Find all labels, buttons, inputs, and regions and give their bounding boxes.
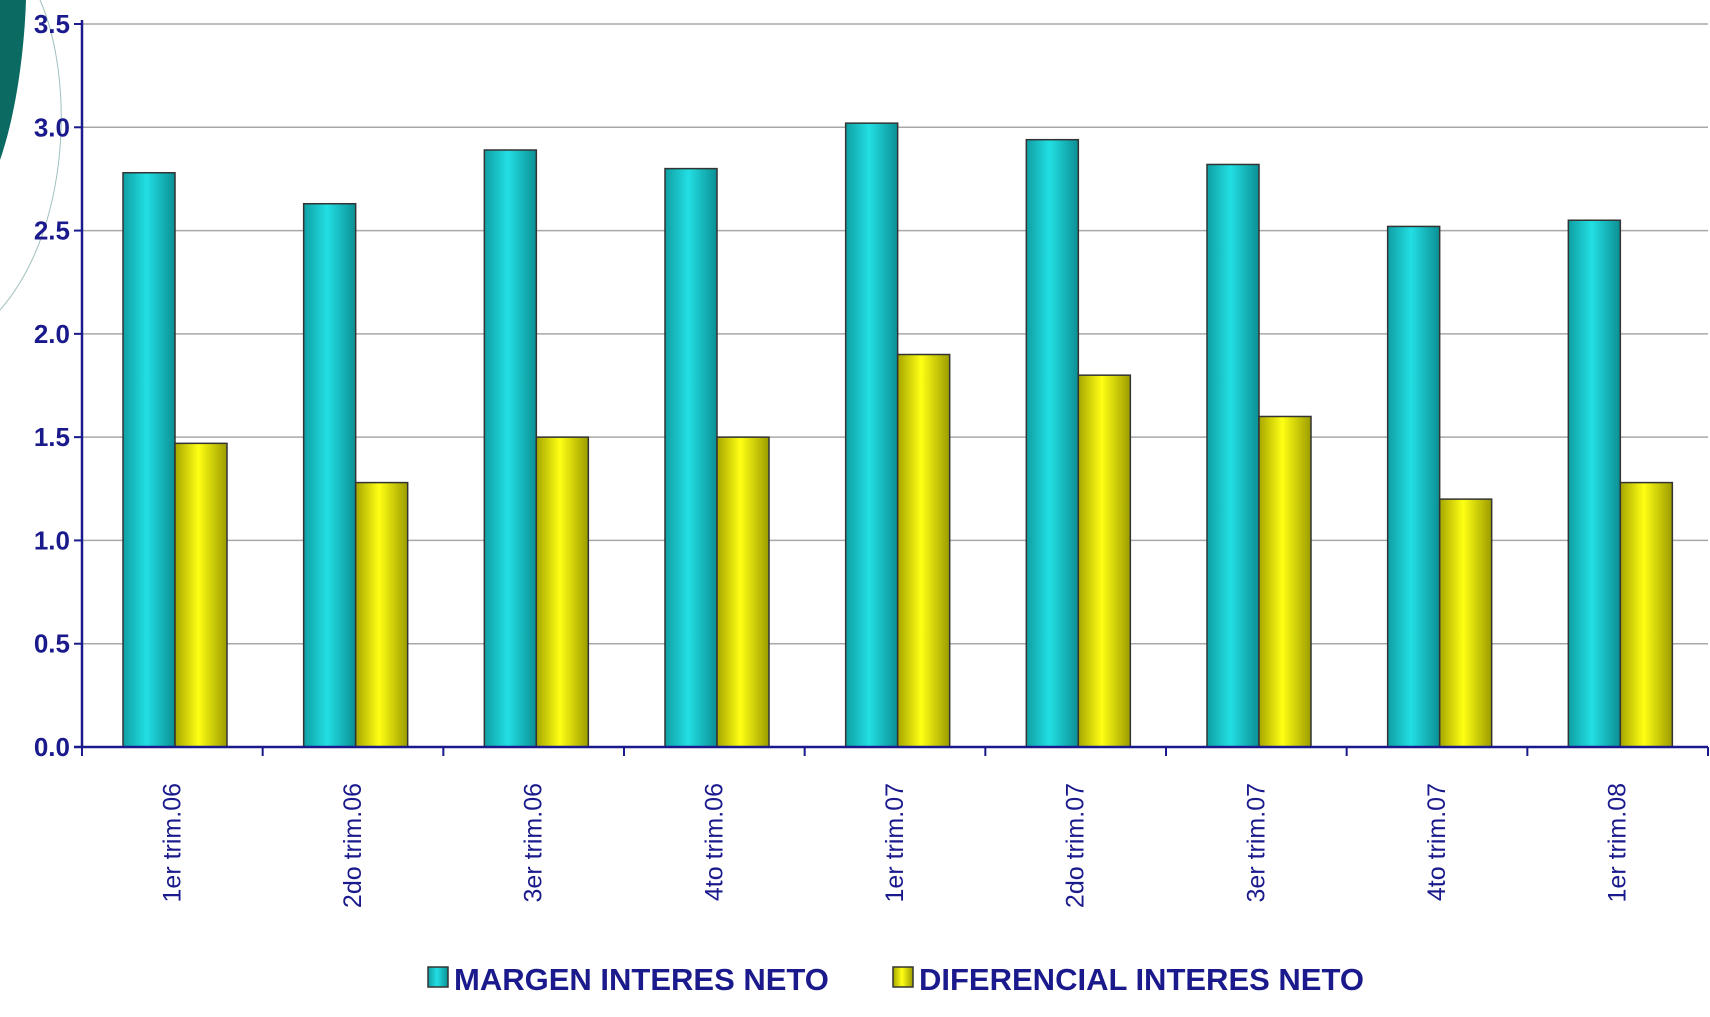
x-tick-label: 1er trim.08 (1604, 783, 1632, 902)
y-tick-label: 3.0 (34, 112, 70, 142)
y-tick-label: 1.5 (34, 422, 70, 452)
x-tick-label: 1er trim.06 (158, 783, 186, 902)
bar-diferencial (1438, 498, 1493, 748)
bar-margen (844, 122, 899, 748)
x-tick-labels: 1er trim.06 2do trim.06 3er trim.06 4to tri… (158, 783, 1631, 908)
axes (74, 20, 1709, 756)
y-tick-label: 0.5 (34, 629, 70, 659)
x-tick-label: 3er trim.07 (1242, 783, 1270, 902)
bar-diferencial (174, 442, 228, 748)
bar-margen (1025, 138, 1080, 748)
y-tick-label: 0.0 (34, 732, 70, 762)
x-tick-label: 4to trim.07 (1423, 783, 1451, 901)
x-tick-label: 4to trim.06 (700, 783, 728, 901)
bar-diferencial (1258, 415, 1312, 748)
legend-label-margen: MARGEN INTERES NETO (454, 962, 829, 997)
x-tick-label: 1er trim.07 (881, 783, 909, 902)
y-tick-label: 2.5 (34, 216, 70, 246)
bar-margen (302, 202, 357, 748)
y-tick-label: 2.0 (34, 319, 70, 349)
x-tick-label: 2do trim.06 (339, 783, 367, 908)
x-tick-label: 2do trim.07 (1062, 783, 1090, 908)
bars (122, 122, 1674, 748)
bar-margen (483, 149, 538, 748)
bar-diferencial (1077, 374, 1132, 748)
bar-diferencial (1619, 481, 1674, 748)
bar-margen (664, 167, 718, 748)
legend-swatch-margen (427, 966, 449, 988)
bar-diferencial (535, 436, 590, 748)
bar-margen (1567, 219, 1622, 748)
legend-swatch-diferencial (892, 966, 914, 988)
bar-diferencial (896, 353, 951, 748)
y-tick-labels: 0.0 0.5 1.0 1.5 2.0 2.5 3.0 3.5 (34, 9, 70, 762)
legend-label-diferencial: DIFERENCIAL INTERES NETO (919, 962, 1364, 997)
x-tick-label: 3er trim.06 (520, 783, 548, 902)
bar-margen (1206, 163, 1260, 748)
legend: MARGEN INTERES NETO DIFERENCIAL INTERES N… (427, 962, 1364, 997)
decorative-teal-shape (0, 0, 26, 160)
bar-margen (122, 171, 176, 748)
decorative-arc (0, 0, 62, 311)
bar-diferencial (716, 436, 770, 748)
y-tick-label: 1.0 (34, 525, 70, 555)
y-tick-label: 3.5 (34, 9, 70, 39)
bar-diferencial (354, 481, 409, 748)
bar-margen (1386, 225, 1441, 748)
